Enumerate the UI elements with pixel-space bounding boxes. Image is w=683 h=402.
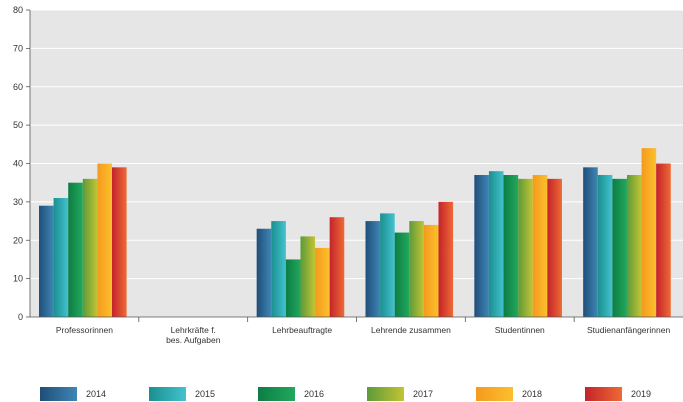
bar-2019-4: [547, 178, 562, 317]
bar-2016-2: [285, 259, 301, 317]
y-tick-label: 30: [13, 197, 23, 207]
bar-2016-3: [394, 232, 410, 317]
bar-2014-2: [256, 228, 272, 317]
legend-swatch-2018: [476, 387, 513, 401]
legend-swatch-2014: [40, 387, 77, 401]
bar-2016-4: [503, 175, 519, 317]
legend-label-2015: 2015: [195, 389, 215, 399]
bar-2016-0: [68, 182, 83, 317]
bar-2018-3: [423, 224, 439, 317]
bar-2014-5: [583, 167, 598, 317]
bar-2017-2: [300, 236, 316, 317]
bar-2014-4: [474, 175, 489, 317]
bar-2017-0: [82, 178, 98, 317]
y-tick-label: 40: [13, 159, 23, 169]
bar-2019-2: [329, 217, 345, 317]
legend-label-2019: 2019: [631, 389, 651, 399]
y-axis: 0 10 20 30 40 50 60 70 80: [13, 5, 31, 322]
x-tick-label: Professorinnen: [56, 325, 113, 335]
legend-swatch-2015: [149, 387, 186, 401]
bar-2017-3: [409, 221, 424, 317]
y-tick-label: 70: [13, 43, 23, 53]
legend-swatch-2016: [258, 387, 295, 401]
bar-2018-5: [641, 148, 657, 317]
x-tick-label: Studentinnen: [495, 325, 545, 335]
x-tick-label: Lehrende zusammen: [371, 325, 451, 335]
y-tick-label: 80: [13, 5, 23, 15]
y-tick-label: 60: [13, 82, 23, 92]
bar-2016-5: [612, 178, 627, 317]
legend-label-2014: 2014: [86, 389, 106, 399]
bar-2015-4: [488, 171, 504, 317]
bar-2015-0: [53, 198, 69, 317]
bar-2019-0: [112, 167, 127, 317]
x-tick-label: Lehrkräfte f. bes. Aufgaben: [166, 325, 221, 345]
bar-2014-3: [365, 221, 381, 317]
bar-2018-0: [97, 163, 112, 317]
bar-2019-3: [438, 201, 454, 317]
bar-2019-5: [656, 163, 671, 317]
legend-label-2016: 2016: [304, 389, 324, 399]
legend-swatch-2019: [585, 387, 622, 401]
y-tick-label: 10: [13, 274, 23, 284]
legend-swatch-2017: [367, 387, 404, 401]
legend-label-2018: 2018: [522, 389, 542, 399]
bar-2018-4: [532, 175, 548, 317]
x-tick-label: Lehrbeauftragte: [272, 325, 332, 335]
bar-2015-3: [380, 213, 395, 317]
bar-2018-2: [315, 247, 330, 317]
y-tick-label: 20: [13, 235, 23, 245]
x-tick-label: Studienanfängerinnen: [587, 325, 670, 335]
gridlines: [30, 9, 683, 280]
legend: 2014 2015 2016 2017 2018 2019: [40, 387, 651, 401]
bar-2014-0: [39, 205, 54, 317]
bars: [39, 148, 671, 317]
bar-2017-5: [626, 175, 642, 317]
legend-label-2017: 2017: [413, 389, 433, 399]
y-tick-label: 0: [18, 312, 23, 322]
bar-2017-4: [518, 178, 533, 317]
x-axis: Professorinnen Lehrkräfte f. bes. Aufgaben…: [30, 316, 683, 345]
bar-2015-5: [597, 175, 613, 317]
y-tick-label: 50: [13, 120, 23, 130]
bar-2015-2: [271, 221, 286, 317]
